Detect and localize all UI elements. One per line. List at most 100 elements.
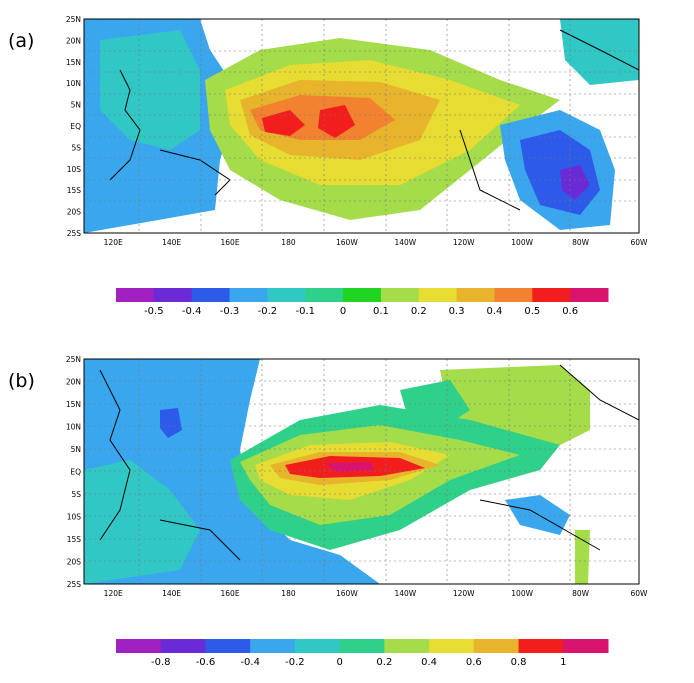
colorbar-swatch bbox=[343, 288, 382, 302]
lat-tick-label: EQ bbox=[70, 468, 81, 477]
map-a-positive-06 bbox=[262, 110, 305, 136]
lat-tick-label: 5S bbox=[71, 490, 81, 499]
lat-tick-label: 20N bbox=[66, 36, 81, 45]
lat-tick-label: 25S bbox=[67, 580, 82, 589]
colorbar-label: 1 bbox=[560, 657, 566, 668]
colorbar-b: -0.8 -0.6 -0.4 -0.2 0 0.2 0.4 0.6 0.8 1 bbox=[116, 639, 609, 668]
colorbar-label: -0.2 bbox=[258, 306, 278, 317]
lon-tick-label: 140E bbox=[162, 238, 181, 247]
colorbar-swatch bbox=[380, 288, 420, 302]
colorbar-label: -0.4 bbox=[240, 657, 260, 668]
lat-tick-label: 15S bbox=[67, 535, 82, 544]
colorbar-swatch bbox=[160, 639, 206, 653]
lon-tick-label: 140W bbox=[394, 238, 416, 247]
colorbar-label: -0.1 bbox=[295, 306, 315, 317]
map-a-lat-ticks: 25N 20N 15N 10N 5N EQ 5S 10S 15S 20S 25S bbox=[66, 15, 81, 238]
colorbar-swatch bbox=[429, 639, 475, 653]
colorbar-swatch bbox=[570, 288, 609, 302]
lat-tick-label: 10S bbox=[67, 513, 82, 522]
lon-tick-label: 160W bbox=[336, 238, 358, 247]
lat-tick-label: 10S bbox=[67, 165, 82, 174]
map-a-east-negative-core bbox=[560, 165, 590, 200]
lon-tick-label: 160W bbox=[336, 589, 358, 598]
colorbar-label: 0.3 bbox=[449, 306, 465, 317]
colorbar-swatch bbox=[294, 639, 341, 653]
lat-tick-label: 20S bbox=[67, 558, 82, 567]
colorbar-swatch bbox=[305, 288, 344, 302]
colorbar-swatch bbox=[267, 288, 306, 302]
colorbar-swatch bbox=[229, 288, 268, 302]
lat-tick-label: 15N bbox=[66, 400, 81, 409]
lat-tick-label: EQ bbox=[70, 122, 81, 131]
map-b-coastline bbox=[99, 364, 639, 561]
map-panel-b: 25N 20N 15N 10N 5N EQ 5S 10S 15S 20S 25S 120E 140E 1… bbox=[66, 355, 648, 598]
lon-tick-label: 80W bbox=[572, 589, 590, 598]
colorbar-label: 0.5 bbox=[524, 306, 540, 317]
colorbar-label: -0.6 bbox=[196, 657, 216, 668]
colorbar-swatch bbox=[418, 288, 458, 302]
colorbar-swatch bbox=[339, 639, 385, 653]
colorbar-swatch bbox=[532, 288, 571, 302]
map-b-se-edge bbox=[575, 530, 590, 584]
lon-tick-label: 80W bbox=[572, 238, 590, 247]
lat-tick-label: 15S bbox=[67, 186, 82, 195]
colorbar-swatch bbox=[116, 288, 155, 302]
lon-tick-label: 160E bbox=[221, 589, 240, 598]
lon-tick-label: 120W bbox=[453, 589, 475, 598]
lat-tick-label: 15N bbox=[66, 58, 81, 67]
lat-tick-label: 5N bbox=[71, 445, 81, 454]
colorbar-label: 0.1 bbox=[373, 306, 389, 317]
colorbar-swatch bbox=[563, 639, 609, 653]
map-a-grid bbox=[84, 19, 639, 233]
colorbar-label: -0.3 bbox=[220, 306, 240, 317]
lat-tick-label: 20N bbox=[66, 378, 81, 387]
lon-tick-label: 100W bbox=[511, 238, 533, 247]
map-b-frame bbox=[83, 358, 640, 585]
lat-tick-label: 5N bbox=[71, 101, 81, 110]
panel-a-label: (a) bbox=[8, 30, 35, 52]
lat-tick-label: 25N bbox=[66, 355, 81, 364]
lon-tick-label: 120E bbox=[104, 589, 123, 598]
lon-tick-label: 120W bbox=[453, 238, 475, 247]
colorbar-swatch bbox=[205, 639, 251, 653]
colorbar-a: -0.5 -0.4 -0.3 -0.2 -0.1 0 0.1 0.2 0.3 0.4 0.5 0.6 bbox=[116, 288, 609, 317]
lon-tick-label: 180 bbox=[281, 238, 296, 247]
lat-tick-label: 10N bbox=[66, 79, 81, 88]
lat-tick-label: 5S bbox=[71, 143, 81, 152]
colorbar-swatch bbox=[384, 639, 430, 653]
colorbar-swatch bbox=[116, 639, 162, 653]
map-b-se-patch bbox=[505, 495, 570, 535]
lon-tick-label: 160E bbox=[221, 238, 240, 247]
colorbar-label: 0.2 bbox=[411, 306, 427, 317]
map-a-ne-region bbox=[560, 19, 639, 85]
map-a-coastline bbox=[109, 29, 639, 211]
colorbar-swatch bbox=[250, 639, 296, 653]
colorbar-label: 0 bbox=[340, 306, 346, 317]
map-b-lon-ticks: 120E 140E 160E 180 160W 140W 120W 100W 80W 60W bbox=[104, 589, 648, 598]
colorbar-swatch bbox=[191, 288, 231, 302]
colorbar-label: 0.4 bbox=[487, 306, 503, 317]
lon-tick-label: 60W bbox=[631, 238, 649, 247]
colorbar-swatch bbox=[518, 639, 564, 653]
map-b-positive-core bbox=[325, 462, 375, 472]
colorbar-label: -0.4 bbox=[182, 306, 202, 317]
colorbar-label: 0.8 bbox=[511, 657, 527, 668]
colorbar-label: 0.2 bbox=[376, 657, 392, 668]
lon-tick-label: 140E bbox=[162, 589, 181, 598]
lat-tick-label: 10N bbox=[66, 423, 81, 432]
lon-tick-label: 100W bbox=[511, 589, 533, 598]
map-b-west-weak bbox=[84, 460, 200, 584]
map-a-lon-ticks: 120E 140E 160E 180 160W 140W 120W 100W 80W 60W bbox=[104, 238, 648, 247]
colorbar-swatch bbox=[456, 288, 495, 302]
colorbar-label: -0.2 bbox=[285, 657, 305, 668]
map-b-lat-ticks: 25N 20N 15N 10N 5N EQ 5S 10S 15S 20S 25S bbox=[66, 355, 81, 589]
map-a-positive-06b bbox=[318, 105, 355, 138]
lat-tick-label: 25S bbox=[67, 229, 82, 238]
lat-tick-label: 20S bbox=[67, 208, 82, 217]
colorbar-label: 0.6 bbox=[466, 657, 482, 668]
colorbar-label: -0.8 bbox=[151, 657, 171, 668]
colorbar-label: 0 bbox=[336, 657, 342, 668]
colorbar-swatch bbox=[153, 288, 193, 302]
colorbar-label: -0.5 bbox=[144, 306, 164, 317]
